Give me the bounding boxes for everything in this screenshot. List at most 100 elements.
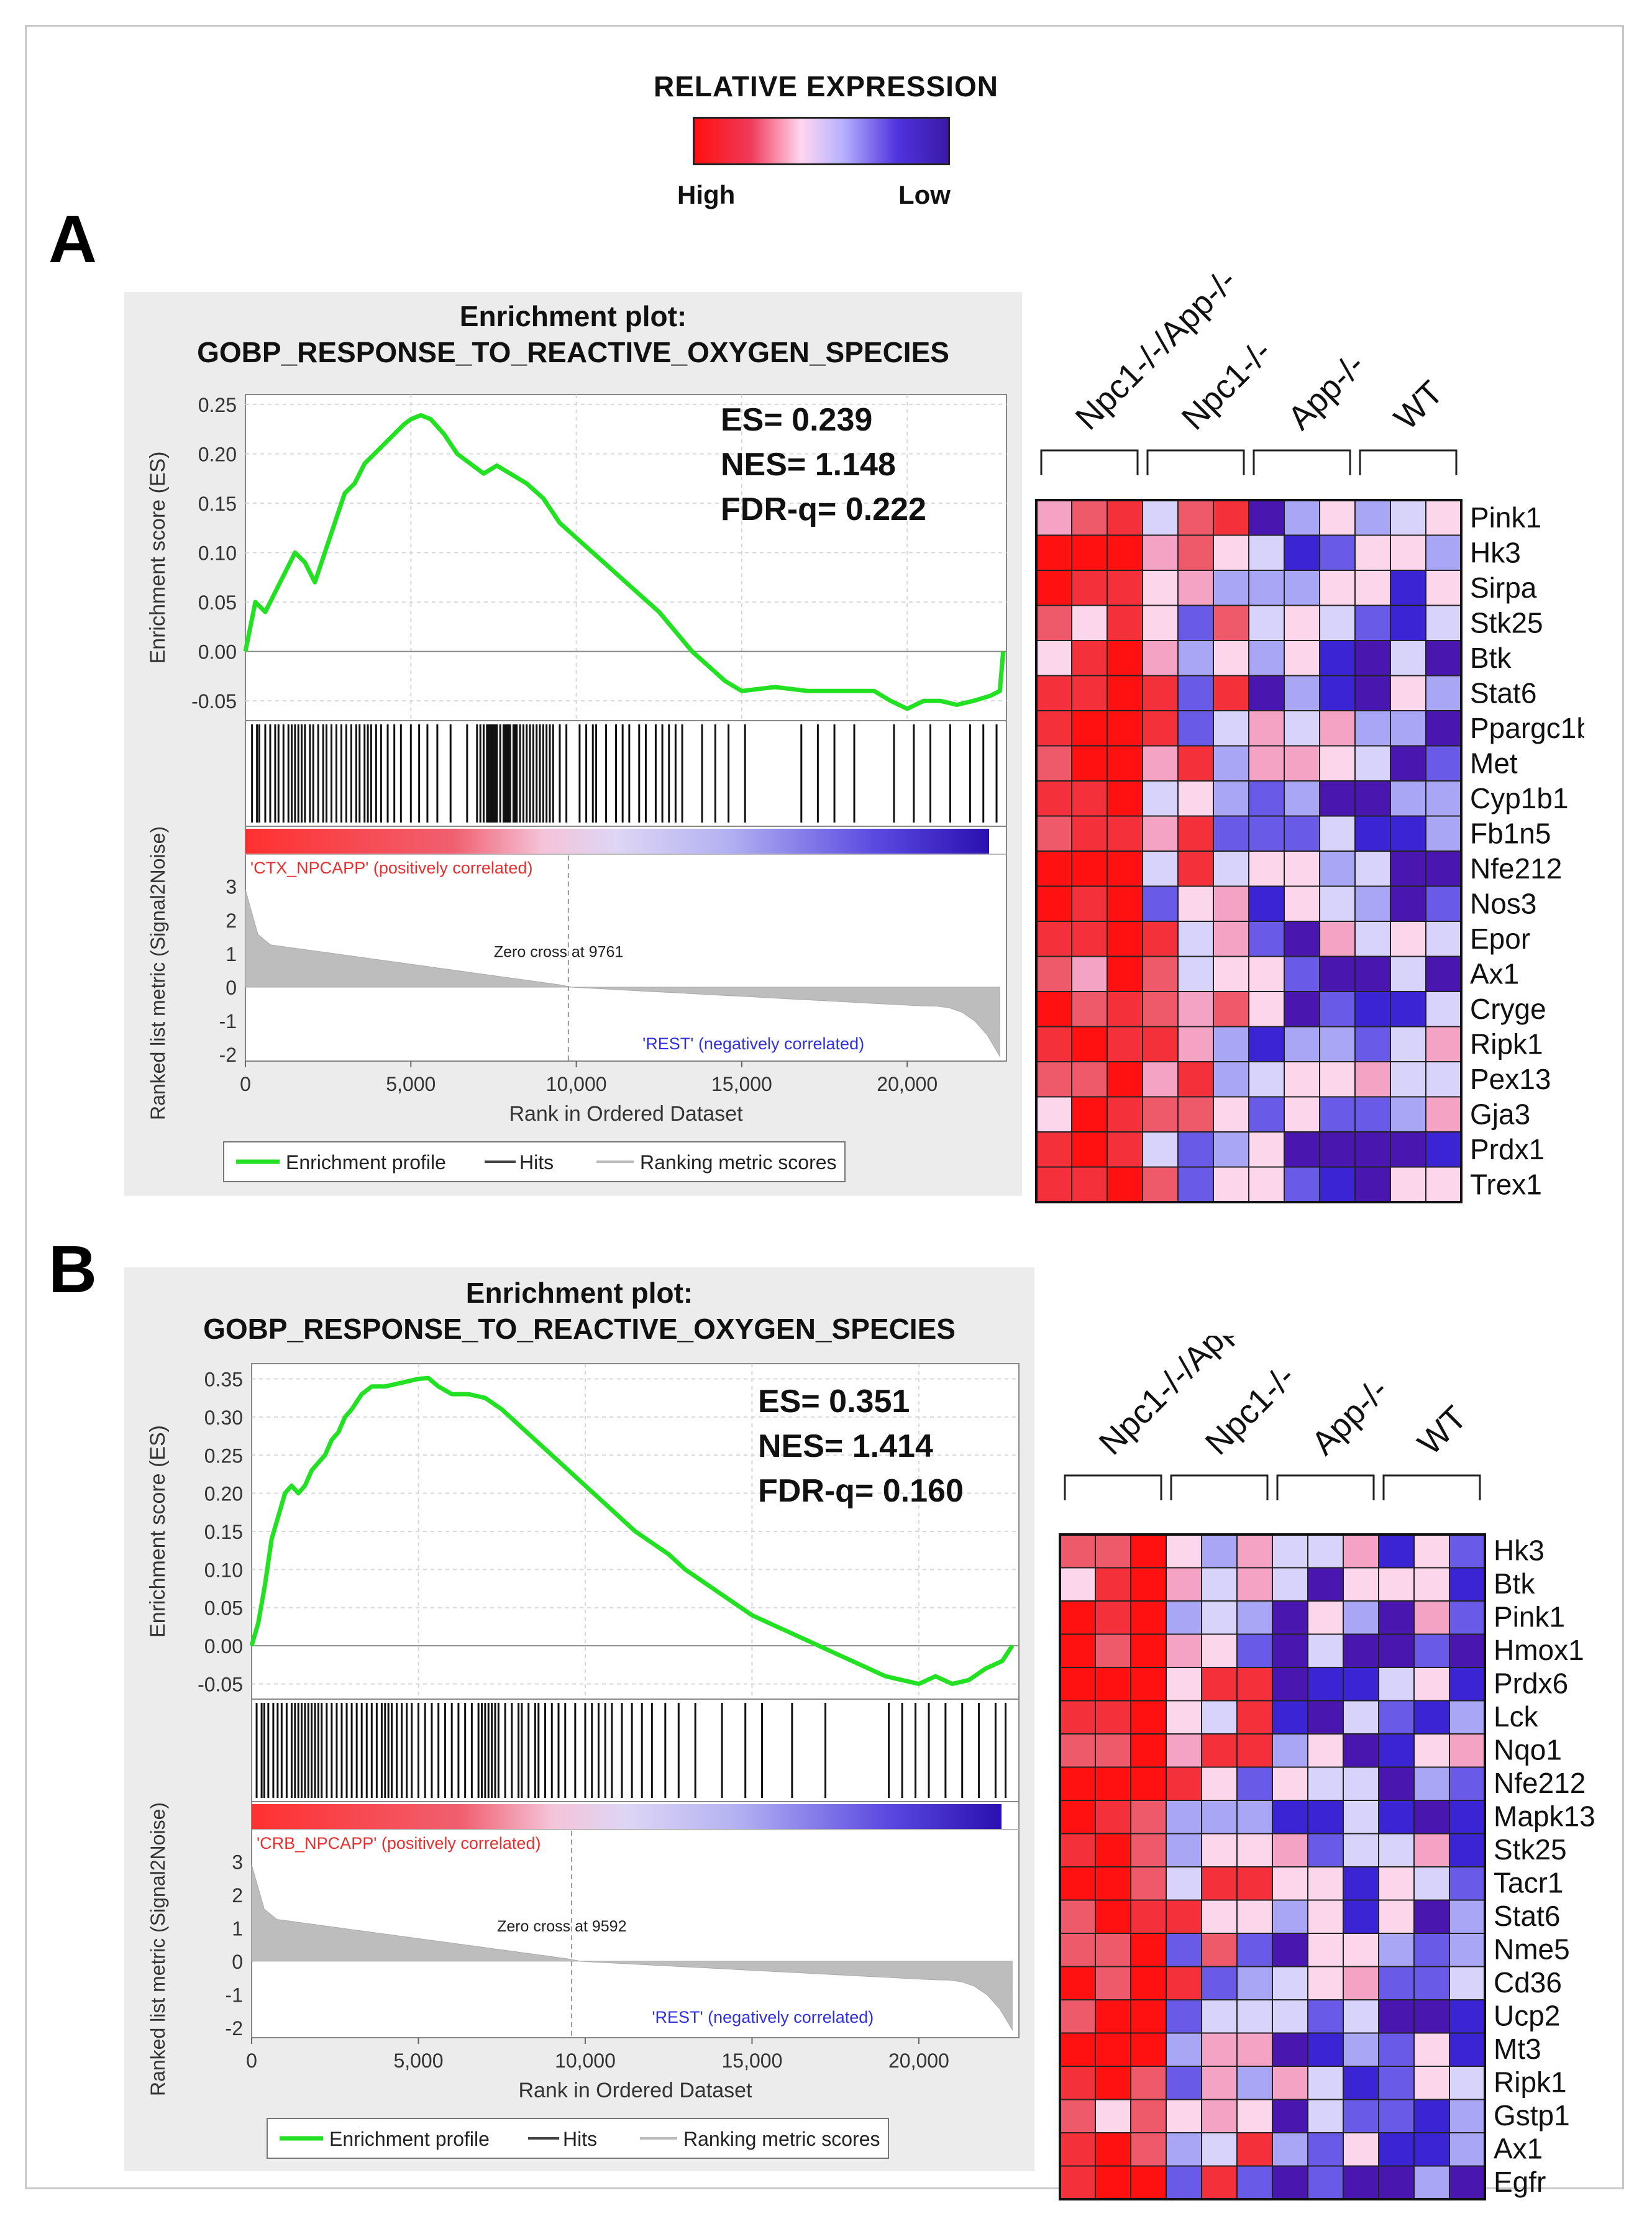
heatmap-cell [1425, 1131, 1462, 1168]
legend-item: Ranking metric scores [640, 1151, 837, 1174]
plot-legend [267, 2118, 889, 2159]
y-tick-label: 0.35 [204, 1369, 243, 1391]
heatmap-cell [1036, 570, 1072, 606]
heatmap-cell [1213, 604, 1249, 641]
heatmap-cell [1354, 1061, 1391, 1098]
heatmap-cell [1272, 2032, 1308, 2067]
heatmap-cell [1248, 1026, 1285, 1062]
heatmap-cell [1449, 1534, 1485, 1569]
gene-label: Btk [1494, 1567, 1535, 1600]
gene-label: Hk3 [1470, 537, 1521, 569]
heatmap-cell [1272, 2132, 1308, 2167]
heatmap-cell [1248, 780, 1285, 817]
heatmap-cell [1390, 885, 1426, 922]
heatmap-cell [1095, 2032, 1131, 2067]
heatmap-cell [1036, 885, 1072, 922]
heatmap-cell [1213, 780, 1249, 817]
heatmap-cell [1248, 745, 1285, 782]
heatmap-cell [1319, 955, 1356, 992]
heatmap-cell [1177, 534, 1214, 571]
heatmap-cell [1071, 991, 1108, 1028]
heatmap-cell [1236, 1866, 1273, 1901]
heatmap-cell [1201, 1933, 1238, 1967]
heatmap-cell [1378, 1966, 1415, 2000]
heatmap-cell [1343, 2066, 1379, 2100]
heatmap-cell [1284, 604, 1320, 641]
heatmap-cell [1071, 955, 1108, 992]
heatmap-cell [1201, 2032, 1238, 2067]
gene-label: Epor [1470, 923, 1530, 955]
gene-label: Ppargc1b [1470, 712, 1584, 744]
heatmap-cell [1177, 921, 1214, 957]
heatmap-cell [1177, 604, 1214, 641]
heatmap-cell [1071, 640, 1108, 677]
heatmap-cell [1425, 991, 1462, 1028]
heatmap-cell [1425, 850, 1462, 887]
heatmap-cell [1177, 780, 1214, 817]
heatmap-cell [1107, 1061, 1143, 1098]
heatmap-cell [1425, 1166, 1462, 1203]
heatmap-cell [1036, 1131, 1072, 1168]
heatmap-cell [1284, 1096, 1320, 1133]
heatmap-cell [1166, 1567, 1202, 1602]
heatmap-cell [1354, 815, 1391, 852]
heatmap-cell [1413, 1534, 1450, 1569]
heatmap-cell [1166, 2066, 1202, 2100]
y-tick-label: -0.05 [191, 690, 237, 713]
legend-color-bar [693, 117, 950, 165]
legend-item: Enrichment profile [329, 2128, 490, 2150]
x-tick-label: 15,000 [721, 2050, 782, 2072]
plot-title-line2: GOBP_RESPONSE_TO_REACTIVE_OXYGEN_SPECIES [203, 1313, 956, 1345]
metric-tick-label: 0 [232, 1951, 243, 1973]
heatmap-cell [1166, 1833, 1202, 1867]
heatmap-cell [1390, 1166, 1426, 1203]
heatmap-cell [1130, 1933, 1167, 1967]
group-label: Npc1-/- [1175, 333, 1279, 437]
heatmap-cell [1213, 1166, 1249, 1203]
y-tick-label: 0.00 [204, 1635, 243, 1657]
gene-label: Gja3 [1470, 1098, 1530, 1131]
heatmap-cell [1449, 1999, 1485, 2034]
group-label: WT [1411, 1399, 1474, 1462]
heatmap-cell [1059, 2066, 1096, 2100]
heatmap-cell [1142, 1061, 1179, 1098]
heatmap-cell [1284, 1166, 1320, 1203]
heatmap-cell [1343, 1667, 1379, 1702]
heatmap-cell [1036, 745, 1072, 782]
heatmap-cell [1177, 1061, 1214, 1098]
heatmap-cell [1343, 1534, 1379, 1569]
heatmap-cell [1284, 1026, 1320, 1062]
heatmap-cell [1236, 2099, 1273, 2133]
heatmap-a: Npc1-/-/App-/-Npc1-/- App-/- WTPink1Hk3Sir… [1035, 262, 1584, 1203]
heatmap-cell [1272, 1999, 1308, 2034]
heatmap-cell [1354, 780, 1391, 817]
enrichment-svg: -0.05 0.00 0.05 0.10 0.15 0.20 0.25 Enrichment … [146, 394, 1007, 1182]
heatmap-cell [1413, 1766, 1450, 1801]
heatmap-cell [1236, 1600, 1273, 1635]
y-tick-label: 0.05 [198, 591, 237, 614]
heatmap-cell [1036, 1026, 1072, 1062]
heatmap-cell [1177, 1166, 1214, 1203]
heatmap-cell [1307, 2099, 1344, 2133]
heatmap-cell [1095, 1933, 1131, 1967]
heatmap-cell [1307, 2066, 1344, 2100]
heatmap-cell [1284, 921, 1320, 957]
heatmap-cell [1307, 1633, 1344, 1668]
heatmap-cell [1378, 1833, 1415, 1867]
gene-label: Nfe212 [1494, 1767, 1586, 1799]
heatmap-cell [1071, 745, 1108, 782]
heatmap-cell [1307, 2132, 1344, 2167]
heatmap-cell [1390, 675, 1426, 711]
heatmap-cell [1343, 2099, 1379, 2133]
heatmap-cell [1201, 1966, 1238, 2000]
heatmap-cell [1319, 1131, 1356, 1168]
heatmap-cell [1177, 675, 1214, 711]
y-tick-label: 0.00 [198, 641, 237, 663]
heatmap-cell [1071, 604, 1108, 641]
heatmap-cell [1413, 1667, 1450, 1702]
y-tick-label: 0.25 [204, 1444, 243, 1467]
heatmap-cell [1059, 2099, 1096, 2133]
heatmap-cell [1449, 2132, 1485, 2167]
heatmap-cell [1130, 1667, 1167, 1702]
heatmap-cell [1425, 710, 1462, 747]
